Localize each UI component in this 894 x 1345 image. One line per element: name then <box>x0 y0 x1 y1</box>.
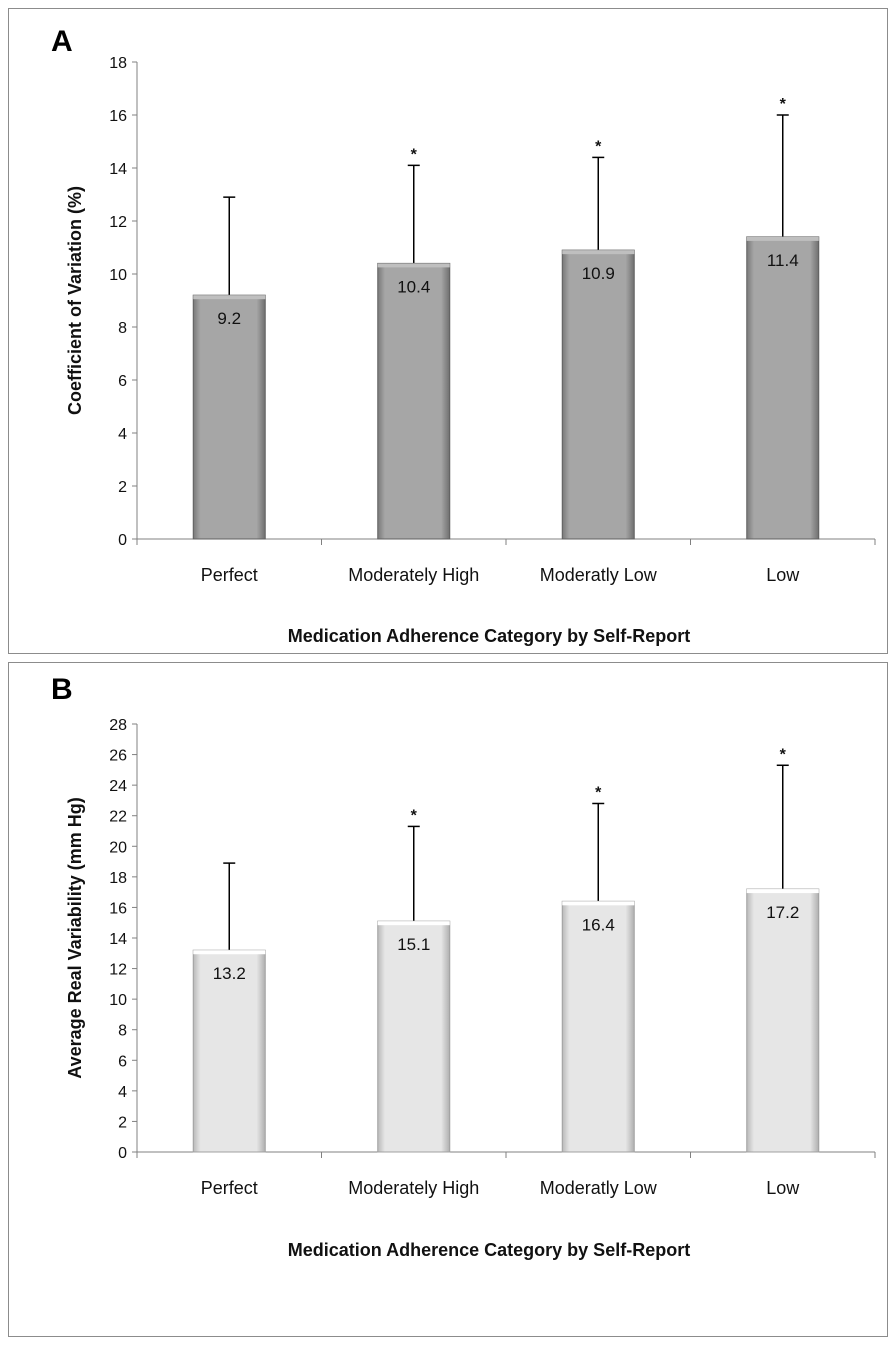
significance-marker-a-1: * <box>411 146 418 163</box>
bar-top-b-0 <box>193 950 266 955</box>
bar-b-2 <box>561 900 635 1153</box>
category-label-b-3: Low <box>766 1178 800 1198</box>
data-label-b-0: 13.2 <box>213 964 246 983</box>
y-tick-label-a-7: 14 <box>109 161 127 178</box>
y-tick-label-b-10: 20 <box>109 839 127 856</box>
chart-panel-b: B 0 2 4 6 8 10 12 14 16 18 20 22 24 26 28 13.2 Perfect 15.… <box>8 662 888 1337</box>
bar-top-b-1 <box>377 921 450 926</box>
chart-panel-a: A 0 2 4 6 8 10 12 14 16 18 9.2 Perfect 10.4 * Moderatel… <box>8 8 888 654</box>
data-label-a-3: 11.4 <box>767 251 799 270</box>
y-tick-label-a-2: 4 <box>118 426 127 443</box>
y-tick-label-b-4: 8 <box>118 1023 127 1040</box>
y-tick-label-a-8: 16 <box>109 108 127 125</box>
bar-a-1 <box>377 262 451 540</box>
category-label-a-3: Low <box>766 565 800 585</box>
category-label-b-0: Perfect <box>201 1178 258 1198</box>
category-label-b-2: Moderatly Low <box>540 1178 658 1198</box>
bar-top-a-3 <box>746 236 819 241</box>
data-label-b-1: 15.1 <box>397 935 430 954</box>
bar-b-3 <box>746 888 820 1153</box>
bar-b-0 <box>192 949 266 1153</box>
bar-top-b-2 <box>562 901 635 906</box>
significance-marker-a-2: * <box>595 138 602 155</box>
bar-a-2 <box>561 249 635 540</box>
data-label-b-2: 16.4 <box>582 915 615 934</box>
data-label-a-2: 10.9 <box>582 264 615 283</box>
bar-b-1 <box>377 920 451 1153</box>
y-tick-label-a-4: 8 <box>118 320 127 337</box>
y-tick-label-b-7: 14 <box>109 931 127 948</box>
panel-letter-a: A <box>51 25 73 58</box>
significance-marker-a-3: * <box>780 96 787 113</box>
y-tick-label-b-14: 28 <box>109 717 127 734</box>
bar-top-b-3 <box>746 889 819 894</box>
bar-top-a-0 <box>193 295 266 300</box>
y-tick-label-b-1: 2 <box>118 1114 127 1131</box>
category-label-a-1: Moderately High <box>348 565 479 585</box>
x-axis-title-b: Medication Adherence Category by Self-Re… <box>288 1240 690 1260</box>
category-label-a-2: Moderatly Low <box>540 565 658 585</box>
y-tick-label-b-5: 10 <box>109 992 127 1009</box>
panel-letter-b: B <box>51 673 73 706</box>
bar-top-a-2 <box>562 250 635 255</box>
y-tick-label-a-5: 10 <box>109 267 127 284</box>
significance-marker-b-2: * <box>595 784 602 801</box>
y-tick-label-b-12: 24 <box>109 778 127 795</box>
y-tick-label-b-6: 12 <box>109 962 127 979</box>
y-tick-label-a-3: 6 <box>118 373 127 390</box>
bar-a-0 <box>192 294 266 540</box>
y-tick-label-a-0: 0 <box>118 532 127 549</box>
y-axis-title-b: Average Real Variability (mm Hg) <box>65 797 85 1078</box>
y-tick-label-a-1: 2 <box>118 479 127 496</box>
chart-b-svg: B024681012141618202224262813.2Perfect15.… <box>51 673 876 1260</box>
bar-a-3 <box>746 236 820 540</box>
y-tick-label-a-9: 18 <box>109 55 127 72</box>
x-axis-title-a: Medication Adherence Category by Self-Re… <box>288 626 690 646</box>
y-tick-label-b-8: 16 <box>109 900 127 917</box>
y-axis-title-a: Coefficient of Variation (%) <box>65 186 85 415</box>
bar-top-a-1 <box>377 263 450 268</box>
significance-marker-b-3: * <box>780 746 787 763</box>
y-tick-label-b-13: 26 <box>109 748 127 765</box>
category-label-a-0: Perfect <box>201 565 258 585</box>
data-label-a-0: 9.2 <box>217 309 241 328</box>
y-tick-label-b-2: 4 <box>118 1084 127 1101</box>
chart-a-svg: A 0 2 4 6 8 10 12 14 16 18 9.2 Perfect 10.4 * Moderatel… <box>51 25 876 646</box>
y-tick-label-a-6: 12 <box>109 214 127 231</box>
significance-marker-b-1: * <box>411 807 418 824</box>
y-tick-label-b-11: 22 <box>109 809 127 826</box>
data-label-b-3: 17.2 <box>766 903 799 922</box>
y-tick-label-b-0: 0 <box>118 1145 127 1162</box>
data-label-a-1: 10.4 <box>397 277 430 296</box>
category-label-b-1: Moderately High <box>348 1178 479 1198</box>
y-tick-label-b-9: 18 <box>109 870 127 887</box>
y-tick-label-b-3: 6 <box>118 1053 127 1070</box>
